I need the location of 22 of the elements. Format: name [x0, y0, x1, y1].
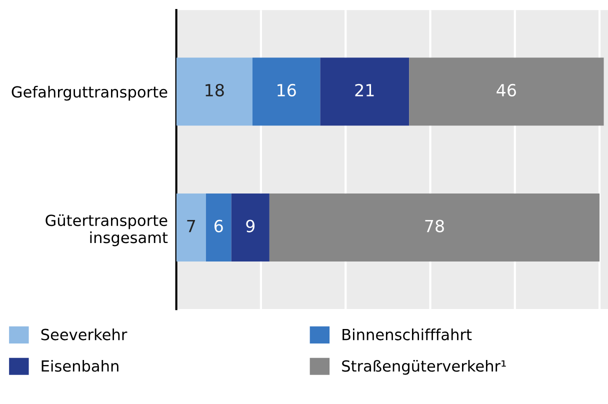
data-label: 16	[278, 84, 296, 96]
y-tick-label: Gefahrguttransporte	[12, 86, 168, 101]
data-label: 9	[246, 220, 255, 232]
bar	[176, 194, 206, 262]
legend-label: Seeverkehr	[41, 328, 128, 340]
bar	[206, 194, 232, 262]
data-label: 21	[355, 84, 374, 96]
bar	[320, 58, 410, 126]
bar	[269, 194, 600, 262]
data-label: 7	[187, 220, 196, 232]
data-label: 6	[214, 220, 223, 232]
data-label: 78	[425, 220, 444, 232]
bar	[176, 58, 252, 126]
data-label: 46	[496, 84, 516, 96]
y-tick-label: Gütertransporte insgesamt	[46, 214, 168, 246]
bar	[231, 194, 270, 262]
bar	[252, 58, 320, 126]
data-label: 18	[206, 84, 224, 96]
legend-label: Eisenbahn	[42, 360, 118, 372]
legend-label: Binnenschifffahrt	[342, 328, 472, 340]
legend-label: Straßengüterverkehr¹	[342, 360, 506, 375]
bar	[409, 58, 604, 126]
